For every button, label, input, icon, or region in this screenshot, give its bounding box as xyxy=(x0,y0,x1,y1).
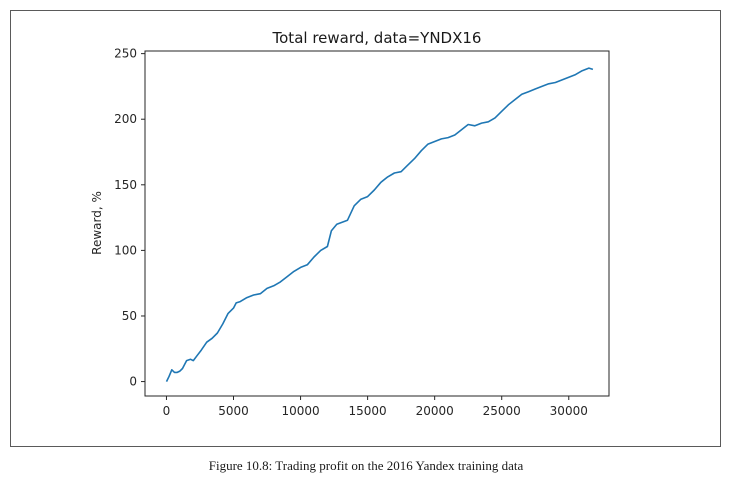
y-axis: 0 50 100 150 200 250 xyxy=(114,47,145,389)
x-tick-label: 0 xyxy=(163,404,171,418)
x-tick-label: 25000 xyxy=(483,404,521,418)
y-tick-label: 0 xyxy=(129,375,137,389)
x-tick-label: 15000 xyxy=(349,404,387,418)
y-axis-label: Reward, % xyxy=(90,191,104,255)
y-tick-label: 200 xyxy=(114,112,137,126)
figure-frame xyxy=(10,10,721,447)
plot-area xyxy=(144,50,610,397)
y-tick-label: 250 xyxy=(114,47,137,61)
chart-title: Total reward, data=YNDX16 xyxy=(272,29,482,47)
series-line xyxy=(165,67,594,382)
x-axis: 0 5000 10000 15000 20000 25000 30000 xyxy=(163,396,588,418)
x-tick-label: 30000 xyxy=(550,404,588,418)
y-tick-label: 50 xyxy=(122,309,137,323)
x-tick-label: 5000 xyxy=(218,404,249,418)
y-tick-label: 100 xyxy=(114,243,137,257)
x-tick-label: 10000 xyxy=(281,404,319,418)
x-tick-label: 20000 xyxy=(416,404,454,418)
y-tick-label: 150 xyxy=(114,178,137,192)
figure-caption: Figure 10.8: Trading profit on the 2016 … xyxy=(208,458,524,473)
